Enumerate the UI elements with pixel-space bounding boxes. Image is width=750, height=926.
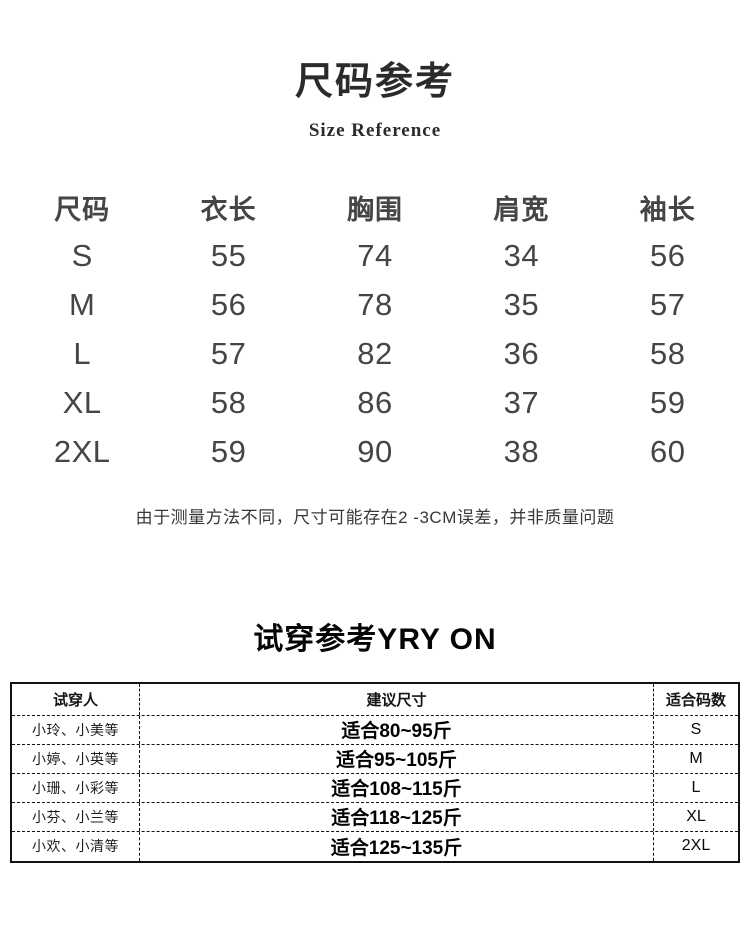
size-cell: S	[71, 238, 93, 274]
size-cell: 35	[503, 287, 540, 323]
size-header-cell: 肩宽	[493, 195, 550, 226]
size-header-cell: 胸围	[346, 195, 403, 226]
fit-table-header-row: 试穿人 建议尺寸 适合码数	[12, 683, 738, 716]
fit-suggestion-cell: 适合95~105斤	[140, 744, 654, 773]
fit-person-cell: 小婷、小英等	[12, 744, 140, 773]
size-cell: 37	[503, 385, 540, 421]
try-on-reference-section: 试穿参考YRY ON 试穿人 建议尺寸 适合码数 小玲、小美等 适合80~95斤…	[0, 614, 750, 863]
fit-header-cell: 适合码数	[665, 691, 726, 709]
size-table-header-row: 尺码 衣长 胸围 肩宽 袖长	[9, 184, 741, 232]
fit-table-row: 小玲、小美等 适合80~95斤 S	[12, 715, 738, 745]
size-reference-section: 尺码参考 Size Reference 尺码 衣长 胸围 肩宽 袖长 S 55 …	[9, 61, 741, 527]
size-header-cell: 尺码	[54, 195, 111, 226]
fit-person-cell: 小欢、小清等	[12, 831, 140, 861]
fit-suggestion-cell: 适合80~95斤	[140, 715, 654, 744]
fit-suggestion-cell: 适合108~115斤	[140, 773, 654, 802]
size-cell: M	[69, 287, 96, 323]
fit-person-cell: 小玲、小美等	[12, 715, 140, 744]
size-cell: 74	[357, 238, 393, 274]
measurement-note: 由于测量方法不同，尺寸可能存在2 -3CM误差，并非质量问题	[135, 507, 615, 527]
size-cell: 90	[357, 434, 393, 470]
fit-person-cell: 小芬、小兰等	[12, 802, 140, 831]
size-cell: 56	[210, 287, 247, 323]
size-cell: 2XL	[53, 434, 111, 470]
fit-table: 试穿人 建议尺寸 适合码数 小玲、小美等 适合80~95斤 S 小婷、小英等 适…	[10, 681, 740, 863]
size-table-row: S 55 74 34 56	[9, 232, 741, 281]
fit-suggestion-cell: 适合125~135斤	[140, 831, 654, 861]
size-cell: 82	[357, 336, 393, 372]
fit-table-row: 小芬、小兰等 适合118~125斤 XL	[12, 802, 738, 832]
size-cell: 59	[210, 434, 247, 470]
size-cell: 36	[503, 336, 540, 372]
try-on-title: 试穿参考YRY ON	[253, 622, 497, 656]
size-table-row: L 57 82 36 58	[9, 330, 741, 379]
fit-table-row: 小婷、小英等 适合95~105斤 M	[12, 744, 738, 774]
fit-size-cell: S	[690, 720, 702, 738]
fit-size-cell: L	[691, 778, 701, 796]
size-cell: 86	[357, 385, 393, 421]
size-table-row: 2XL 59 90 38 60	[9, 428, 741, 477]
fit-header-cell: 建议尺寸	[140, 683, 654, 715]
fit-suggestion-cell: 适合118~125斤	[140, 802, 654, 831]
size-cell: 78	[357, 287, 393, 323]
size-cell: 57	[650, 287, 686, 323]
size-header-cell: 衣长	[200, 195, 257, 226]
fit-table-row: 小珊、小彩等 适合108~115斤 L	[12, 773, 738, 803]
fit-table-row: 小欢、小清等 适合125~135斤 2XL	[12, 831, 738, 861]
size-cell: 57	[210, 336, 247, 372]
size-cell: XL	[62, 385, 102, 421]
page-subtitle: Size Reference	[308, 119, 442, 141]
page-title: 尺码参考	[294, 61, 455, 103]
size-header-cell: 袖长	[639, 195, 696, 226]
size-cell: 56	[650, 238, 686, 274]
fit-size-cell: M	[689, 749, 703, 767]
fit-size-cell: XL	[686, 807, 706, 825]
fit-size-cell: 2XL	[681, 837, 711, 855]
size-cell: 58	[650, 336, 686, 372]
size-cell: 55	[210, 238, 247, 274]
size-cell: 34	[503, 238, 540, 274]
size-cell: 59	[650, 385, 686, 421]
size-cell: 58	[210, 385, 247, 421]
fit-person-cell: 小珊、小彩等	[12, 773, 140, 802]
size-table: 尺码 衣长 胸围 肩宽 袖长 S 55 74 34 56 M 56 78 35 …	[9, 184, 741, 477]
fit-header-cell: 试穿人	[12, 683, 140, 715]
size-cell: 38	[503, 434, 540, 470]
size-table-row: XL 58 86 37 59	[9, 379, 741, 428]
size-cell: 60	[650, 434, 686, 470]
size-cell: L	[73, 336, 92, 372]
size-table-row: M 56 78 35 57	[9, 281, 741, 330]
